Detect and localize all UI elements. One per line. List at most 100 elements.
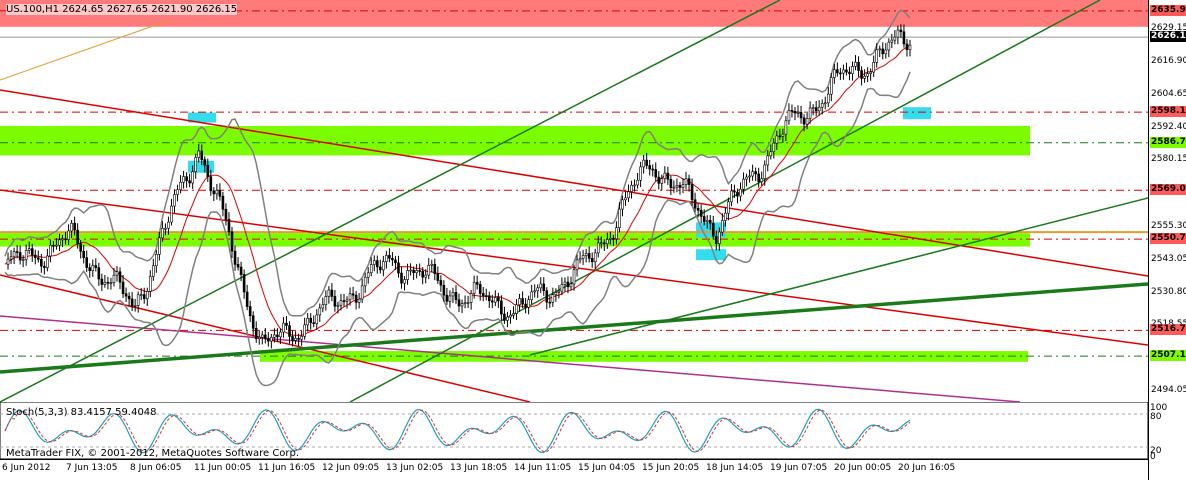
candle-body — [860, 70, 863, 79]
stochastic-level-label: 80 — [1150, 412, 1162, 422]
candle-body — [793, 110, 797, 114]
candle-body — [587, 253, 591, 259]
candle-body — [276, 334, 279, 338]
candle-body — [675, 184, 679, 188]
candle-body — [46, 255, 49, 268]
candle-body — [515, 304, 518, 314]
candle-body — [133, 305, 137, 307]
time-tick-label: 8 Jun 06:05 — [130, 463, 182, 473]
candle-body — [76, 229, 79, 245]
candle-body — [342, 300, 346, 302]
candle-body — [527, 299, 530, 308]
time-tick-label: 13 Jun 02:05 — [386, 463, 444, 473]
candle-body — [230, 231, 234, 252]
candle-body — [672, 186, 676, 189]
stochastic-main — [4, 408, 911, 454]
candle-body — [118, 271, 122, 283]
price-tick-label: 2555.30 — [1151, 220, 1186, 231]
time-tick-label: 6 Jun 2012 — [2, 463, 51, 473]
price-level-tag: 2550.78 — [1150, 233, 1186, 245]
price-tick-label: 2580.15 — [1151, 154, 1186, 165]
stochastic-signal — [4, 409, 911, 453]
time-axis[interactable] — [0, 459, 1148, 481]
candle-body — [448, 295, 452, 302]
candle-body — [721, 220, 724, 233]
candle-body — [267, 338, 270, 342]
candle-body — [412, 269, 415, 274]
candle-body — [27, 248, 31, 251]
candle-body — [427, 264, 431, 276]
highlight-box — [188, 160, 214, 173]
candle-body — [884, 49, 888, 55]
candle-body — [684, 178, 688, 186]
candle-body — [348, 293, 352, 301]
candle-body — [778, 135, 782, 138]
candle-body — [339, 300, 343, 306]
candle-body — [369, 264, 373, 274]
candle-body — [578, 258, 582, 261]
candle-body — [533, 290, 536, 293]
candle-body — [705, 219, 709, 223]
candle-body — [593, 252, 597, 263]
candle-body — [391, 257, 394, 261]
candle-body — [363, 276, 367, 287]
candle-body — [21, 259, 25, 261]
candle-body — [82, 251, 85, 258]
stochastic-panel[interactable] — [0, 402, 1148, 459]
time-tick-label: 20 Jun 00:05 — [834, 463, 892, 473]
time-tick-label: 15 Jun 04:05 — [578, 463, 636, 473]
candle-body — [518, 298, 521, 306]
candle-body — [103, 281, 107, 285]
candle-body — [242, 274, 246, 293]
candle-body — [606, 239, 609, 245]
symbol-header: US.100,H1 2624.65 2627.65 2621.90 2626.1… — [6, 4, 238, 15]
candle-body — [315, 314, 319, 324]
candle-body — [248, 306, 252, 317]
candle-body — [690, 184, 694, 201]
candle-body — [409, 269, 412, 272]
candle-body — [124, 293, 128, 297]
candle-body — [52, 245, 55, 247]
candle-body — [73, 222, 76, 231]
candle-body — [397, 262, 400, 274]
candle-body — [699, 209, 703, 217]
trend-line — [0, 282, 1148, 374]
candle-body — [121, 281, 125, 294]
candle-body — [24, 250, 28, 260]
candle-body — [372, 260, 376, 265]
highlight-box — [696, 249, 726, 261]
candle-body — [148, 276, 152, 292]
price-chart[interactable] — [0, 0, 1148, 402]
highlight-box — [903, 107, 931, 120]
candle-body — [630, 184, 633, 192]
candle-body — [439, 280, 443, 286]
candle-body — [436, 273, 440, 281]
candle-body — [345, 299, 349, 302]
candle-body — [388, 255, 391, 259]
candle-body — [500, 300, 503, 315]
candle-body — [400, 272, 403, 284]
candle-body — [385, 255, 388, 262]
candle-body — [899, 29, 903, 33]
price-level-tag: 2586.74 — [1150, 136, 1186, 148]
candle-body — [875, 49, 879, 63]
candle-body — [245, 291, 249, 307]
trend-line — [0, 315, 1021, 402]
price-level-tag: 2635.95 — [1150, 4, 1186, 16]
candle-body — [651, 168, 655, 171]
candle-body — [890, 39, 894, 43]
bollinger-lower — [4, 71, 911, 387]
candle-body — [820, 103, 824, 108]
candle-body — [881, 48, 885, 55]
candle-body — [745, 176, 748, 180]
candle-body — [754, 171, 757, 175]
candle-body — [309, 317, 313, 323]
candle-body — [336, 304, 340, 307]
candle-body — [188, 180, 191, 184]
candle-body — [484, 295, 488, 297]
candle-body — [893, 36, 897, 41]
candle-body — [158, 237, 161, 255]
candle-body — [569, 283, 573, 288]
candle-body — [678, 184, 682, 188]
